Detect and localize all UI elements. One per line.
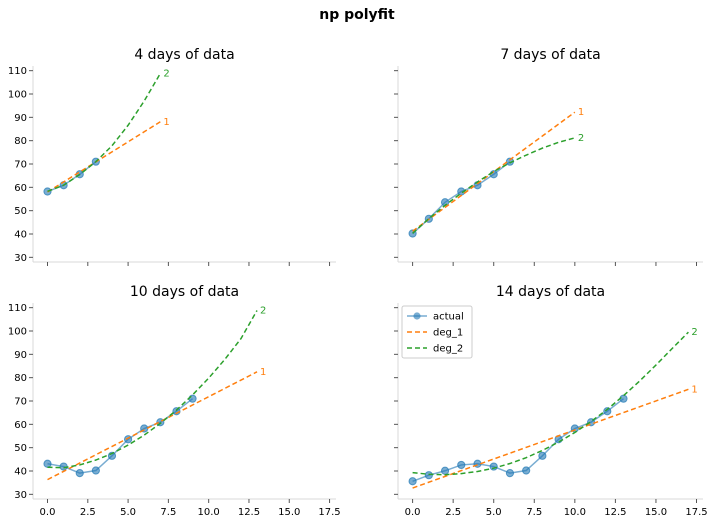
series-line-deg-1 [47, 121, 161, 193]
y-tick-label: 80 [14, 136, 27, 147]
series-line-deg-2 [412, 137, 576, 234]
series-line-deg-1 [412, 111, 576, 232]
y-tick-label: 80 [14, 373, 27, 384]
y-tick-label: 30 [14, 253, 27, 264]
line-end-label: 2 [163, 68, 169, 79]
line-end-label: 2 [260, 305, 266, 316]
subplot-title: 14 days of data [496, 284, 605, 300]
line-end-label: 1 [578, 107, 584, 118]
legend-label: deg_2 [433, 344, 463, 355]
y-tick-label: 50 [14, 206, 27, 217]
x-tick-label: 12.5 [238, 507, 260, 518]
data-point [188, 394, 197, 403]
data-point [123, 435, 133, 444]
x-tick-label: 7.5 [526, 507, 542, 518]
data-point [538, 451, 547, 460]
y-tick-label: 60 [14, 420, 27, 431]
series-line-deg-2 [47, 310, 258, 469]
data-point [75, 469, 84, 478]
y-tick-label: 100 [8, 90, 27, 101]
line-end-label: 1 [691, 384, 697, 395]
x-tick-label: 15.0 [645, 507, 667, 518]
subplot-title: 10 days of data [130, 284, 239, 300]
y-tick-label: 110 [8, 66, 27, 77]
x-tick-label: 5.0 [120, 507, 136, 518]
x-tick-label: 0.0 [405, 507, 421, 518]
x-tick-label: 12.5 [604, 507, 626, 518]
figure-title: np polyfit [319, 7, 395, 23]
data-point [457, 460, 466, 470]
y-tick-label: 90 [14, 113, 27, 124]
x-tick-label: 17.5 [318, 507, 340, 518]
y-tick-label: 100 [8, 327, 27, 338]
x-tick-label: 7.5 [160, 507, 176, 518]
data-point [424, 471, 433, 480]
y-tick-label: 60 [14, 183, 27, 194]
y-tick-label: 70 [14, 397, 27, 408]
subplot-3: 10 days of data 30 40 50 60 70 80 90 100 110 0.0 2.… [8, 284, 341, 518]
y-tick-label: 50 [14, 443, 27, 454]
data-point [522, 466, 531, 475]
subplot-1: 4 days of data 30 40 50 60 70 80 90 100 110 1 2 [8, 47, 336, 266]
y-tick-label: 110 [8, 303, 27, 314]
series-line-deg-1 [412, 388, 689, 489]
legend-label: actual [433, 312, 464, 323]
x-tick-label: 0.0 [40, 507, 56, 518]
legend-box [401, 305, 473, 359]
subplot-4: 14 days of data 0.0 2.5 5.0 7.5 10.0 12.5 15.0 1… [394, 284, 708, 518]
subplot-title: 7 days of data [500, 47, 600, 63]
y-tick-label: 90 [14, 350, 27, 361]
line-end-label: 2 [691, 327, 697, 338]
y-tick-label: 40 [14, 230, 27, 241]
data-point [408, 477, 417, 486]
x-tick-label: 2.5 [80, 507, 96, 518]
series-line-deg-2 [412, 331, 689, 476]
data-point [91, 466, 100, 475]
y-tick-label: 70 [14, 160, 27, 171]
line-end-label: 1 [260, 367, 266, 378]
x-tick-label: 2.5 [445, 507, 461, 518]
legend-marker [413, 312, 421, 320]
series-line-deg-2 [47, 73, 161, 193]
legend-label: deg_1 [433, 328, 463, 339]
x-tick-label: 17.5 [685, 507, 707, 518]
line-end-label: 2 [578, 133, 584, 144]
y-tick-label: 30 [14, 490, 27, 501]
data-point [43, 459, 52, 468]
data-point [489, 462, 498, 471]
x-tick-label: 10.0 [198, 507, 220, 518]
data-point [505, 469, 515, 478]
x-tick-label: 15.0 [278, 507, 300, 518]
series-line-deg-1 [47, 371, 258, 481]
data-point [440, 466, 450, 475]
series-line-actual [47, 398, 194, 474]
subplot-title: 4 days of data [134, 47, 234, 63]
legend: actual deg_1 deg_2 [401, 305, 473, 359]
line-end-label: 1 [163, 117, 169, 128]
data-point [603, 407, 612, 416]
subplot-2: 7 days of data 1 2 [394, 47, 703, 266]
x-tick-label: 5.0 [486, 507, 502, 518]
y-tick-label: 40 [14, 467, 27, 478]
x-tick-label: 10.0 [564, 507, 586, 518]
